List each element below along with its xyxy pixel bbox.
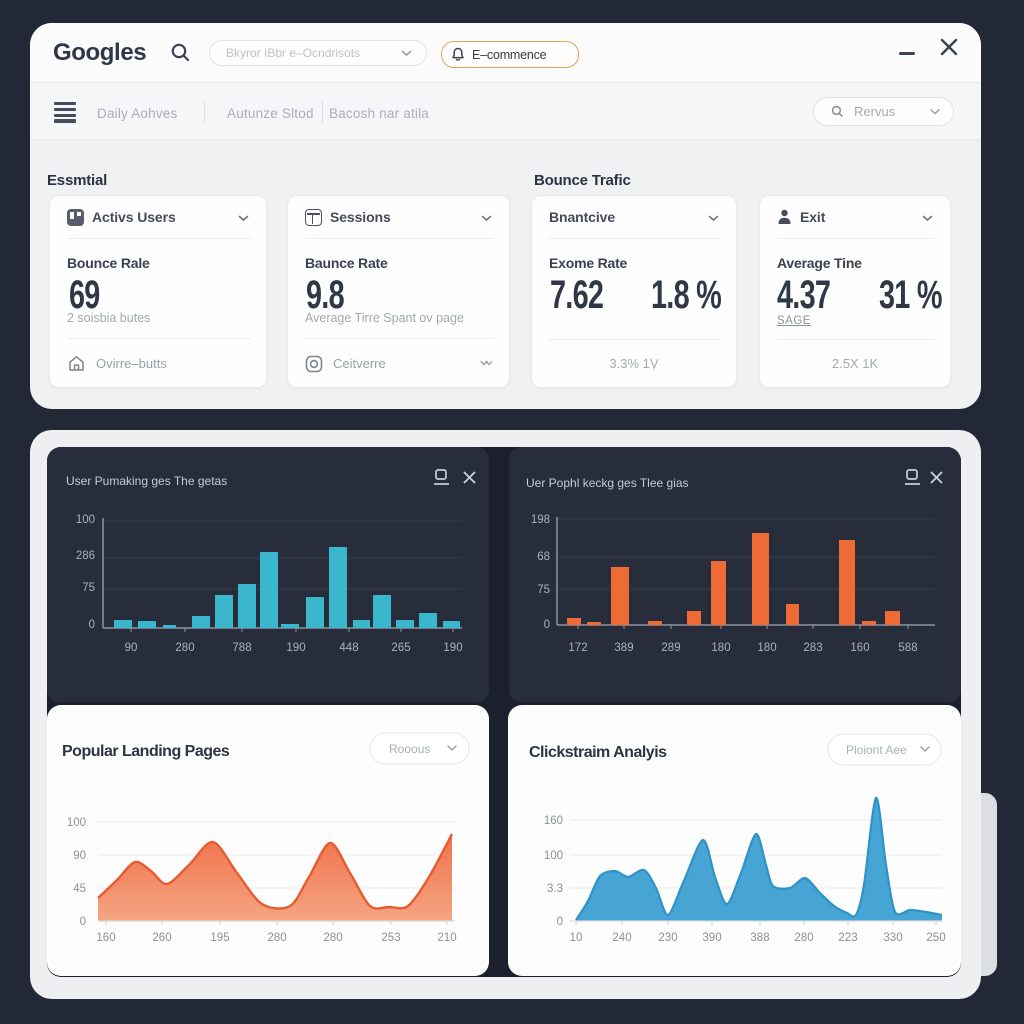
svg-text:283: 283	[803, 642, 822, 654]
svg-text:160: 160	[850, 642, 869, 654]
svg-text:Rooous: Rooous	[389, 742, 430, 756]
svg-text:75: 75	[537, 584, 550, 596]
svg-text:230: 230	[658, 932, 677, 944]
svg-text:280: 280	[794, 932, 813, 944]
svg-text:389: 389	[614, 642, 633, 654]
svg-text:160: 160	[96, 932, 115, 944]
svg-text:240: 240	[612, 932, 631, 944]
svg-text:210: 210	[437, 932, 456, 944]
svg-text:68: 68	[537, 551, 550, 563]
svg-text:330: 330	[883, 932, 902, 944]
svg-text:448: 448	[339, 642, 358, 654]
svg-text:280: 280	[175, 642, 194, 654]
svg-text:100: 100	[76, 514, 95, 526]
svg-text:160: 160	[544, 815, 563, 827]
svg-text:Uer Pophl keckg ges Tlee gias: Uer Pophl keckg ges Tlee gias	[526, 476, 689, 490]
svg-text:223: 223	[838, 932, 857, 944]
svg-text:90: 90	[73, 850, 86, 862]
svg-text:Clickstraim Analyis: Clickstraim Analyis	[529, 744, 667, 761]
svg-text:388: 388	[750, 932, 769, 944]
svg-text:788: 788	[232, 642, 251, 654]
svg-text:75: 75	[82, 582, 95, 594]
svg-text:180: 180	[711, 642, 730, 654]
svg-text:Ploiont Aee: Ploiont Aee	[846, 743, 907, 757]
svg-text:100: 100	[67, 817, 86, 829]
svg-text:90: 90	[125, 642, 138, 654]
svg-text:0: 0	[544, 619, 550, 631]
svg-text:286: 286	[76, 550, 95, 562]
svg-text:User Pumaking ges The getas: User Pumaking ges The getas	[66, 474, 227, 488]
svg-text:289: 289	[661, 642, 680, 654]
svg-text:198: 198	[531, 514, 550, 526]
svg-text:172: 172	[568, 642, 587, 654]
svg-text:3.3: 3.3	[547, 883, 563, 895]
svg-text:0: 0	[557, 916, 563, 928]
svg-text:180: 180	[757, 642, 776, 654]
svg-text:280: 280	[267, 932, 286, 944]
svg-text:45: 45	[73, 883, 86, 895]
svg-text:195: 195	[210, 932, 229, 944]
svg-text:260: 260	[152, 932, 171, 944]
svg-text:0: 0	[89, 619, 95, 631]
svg-text:280: 280	[323, 932, 342, 944]
svg-text:390: 390	[702, 932, 721, 944]
svg-text:0: 0	[80, 916, 86, 928]
svg-text:250: 250	[926, 932, 945, 944]
svg-text:588: 588	[898, 642, 917, 654]
svg-text:100: 100	[544, 850, 563, 862]
svg-text:190: 190	[443, 642, 462, 654]
svg-text:265: 265	[391, 642, 410, 654]
svg-text:10: 10	[570, 932, 583, 944]
svg-text:Popular Landing Pages: Popular Landing Pages	[62, 743, 230, 760]
svg-text:190: 190	[286, 642, 305, 654]
svg-text:253: 253	[381, 932, 400, 944]
